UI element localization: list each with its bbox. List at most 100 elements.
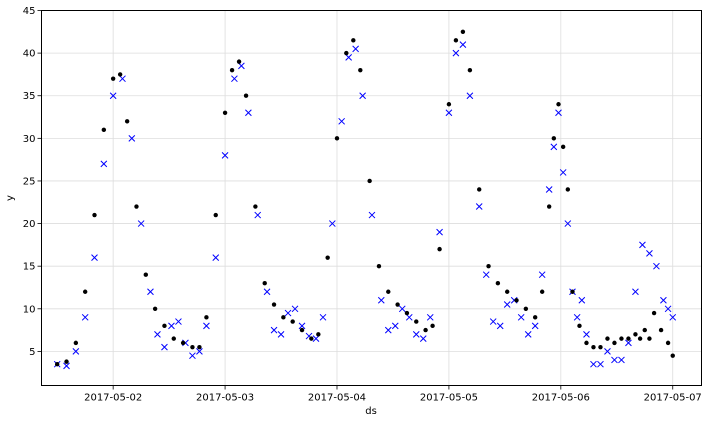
forecast-point [391, 322, 399, 330]
actual-point [570, 289, 575, 294]
forecast-point [426, 313, 434, 321]
forecast-point [550, 143, 558, 151]
actual-point [197, 344, 202, 350]
actual-point [651, 310, 657, 316]
actual-point [64, 359, 69, 364]
actual-point [101, 127, 107, 133]
actual-point [243, 93, 249, 98]
actual-point [134, 204, 139, 209]
forecast-point [352, 45, 359, 53]
forecast-point [573, 313, 581, 321]
actual-point [670, 353, 675, 358]
actual-point [190, 344, 195, 350]
x-tick-label: 2017-05-03 [196, 393, 254, 404]
actual-point [437, 246, 442, 252]
actual-point [642, 327, 647, 333]
forecast-point [545, 186, 553, 193]
actual-series [54, 29, 675, 367]
actual-point [124, 119, 130, 124]
actual-point [551, 136, 557, 141]
actual-point [665, 340, 671, 346]
forecast-point [475, 203, 483, 210]
actual-point [334, 136, 340, 141]
actual-point [110, 76, 116, 81]
forecast-point [203, 322, 210, 330]
forecast-point [91, 254, 98, 262]
forecast-point [531, 322, 539, 330]
actual-point [619, 336, 624, 341]
forecast-point [583, 331, 590, 338]
forecast-point [405, 313, 413, 321]
forecast-point [137, 220, 145, 227]
forecast-point [154, 331, 161, 338]
actual-point [180, 340, 186, 346]
actual-point [633, 332, 638, 337]
actual-point [395, 302, 400, 307]
forecast-point [466, 92, 474, 100]
actual-point [658, 327, 664, 333]
actual-point [253, 204, 258, 209]
forecast-point [284, 309, 292, 317]
forecast-point [489, 318, 497, 325]
actual-point [162, 323, 167, 329]
actual-point [414, 319, 419, 324]
forecast-point [632, 288, 639, 296]
actual-point [213, 212, 218, 218]
actual-point [171, 336, 176, 341]
forecast-point [653, 262, 660, 270]
actual-point [325, 255, 330, 260]
forecast-point [109, 92, 117, 100]
plot-background [41, 10, 702, 386]
actual-point [532, 315, 538, 320]
x-axis: 2017-05-02 2017-05-03 2017-05-04 2017-05-05… [84, 385, 702, 404]
forecast-point [384, 326, 392, 334]
actual-point [523, 306, 529, 311]
forecast-point [618, 356, 625, 364]
actual-point [404, 310, 410, 316]
actual-point [82, 289, 88, 294]
actual-point [477, 187, 482, 192]
forecast-point [398, 305, 406, 313]
forecast-point [412, 331, 420, 338]
forecast-point [100, 160, 108, 168]
y-tick-label: 40 [23, 49, 36, 60]
x-tick-label: 2017-05-04 [308, 393, 366, 404]
actual-point [584, 340, 589, 346]
forecast-point [168, 322, 175, 330]
actual-point [117, 72, 123, 77]
forecast-point [611, 356, 618, 364]
actual-point [565, 187, 571, 192]
actual-point [626, 336, 631, 341]
actual-point [591, 344, 596, 350]
actual-point [299, 327, 305, 333]
actual-point [467, 67, 473, 73]
forecast-point [128, 134, 136, 142]
actual-point [54, 361, 60, 367]
actual-point [262, 281, 267, 286]
actual-point [460, 29, 466, 35]
forecast-point [578, 296, 586, 304]
actual-point [367, 178, 372, 184]
actual-point [446, 102, 452, 107]
x-tick-label: 2017-05-02 [84, 393, 142, 404]
actual-point [358, 67, 363, 73]
actual-point [73, 340, 79, 346]
x-tick-label: 2017-05-06 [532, 393, 590, 404]
forecast-point [517, 313, 525, 321]
y-tick-label: 30 [23, 134, 36, 145]
actual-point [236, 59, 242, 64]
forecast-point [664, 305, 672, 313]
y-tick-label: 20 [23, 219, 36, 230]
forecast-point [319, 313, 327, 321]
actual-point [486, 263, 491, 269]
actual-point [386, 289, 391, 294]
forecast-point [63, 362, 70, 370]
actual-point [637, 336, 643, 341]
y-tick-label: 25 [23, 176, 36, 187]
forecast-point [161, 343, 168, 351]
forecast-point [238, 62, 245, 70]
actual-point [309, 336, 314, 341]
actual-point [430, 323, 435, 329]
y-tick-label: 5 [29, 347, 35, 358]
